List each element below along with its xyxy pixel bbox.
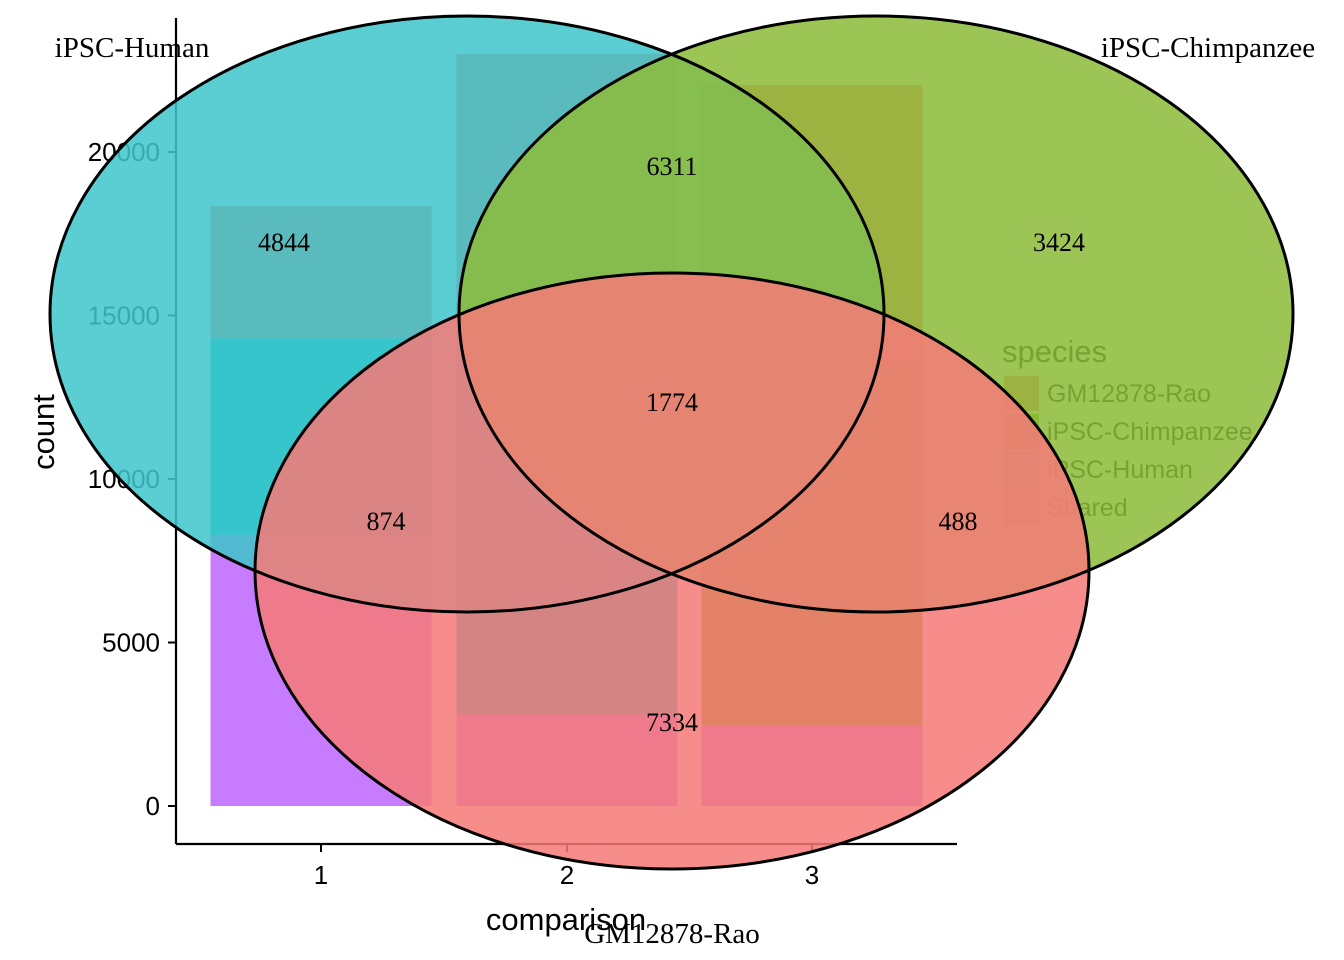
y-tick-label-5000: 5000 (102, 628, 160, 658)
x-tick-label-1: 1 (314, 860, 328, 890)
y-tick-label-0: 0 (146, 791, 160, 821)
venn-region-ipsc-human-gm12878-rao: 874 (367, 507, 406, 536)
venn-region-ipsc-human-ipsc-chimpanzee: 6311 (646, 152, 697, 181)
venn-region-ipsc-chimpanzee-only: 3424 (1033, 228, 1085, 257)
x-tick-label-2: 2 (560, 860, 574, 890)
venn-set-label-gm12878-rao: GM12878-Rao (584, 918, 760, 950)
venn-diagram (48, 14, 1295, 871)
venn-region-all-three: 1774 (646, 388, 698, 417)
venn-set-gm12878-rao (255, 273, 1089, 869)
x-tick-label-3: 3 (805, 860, 819, 890)
venn-outline-gm12878-rao (253, 271, 1091, 871)
x-axis-label: comparison (486, 902, 646, 937)
venn-set-label-ipsc-human: iPSC-Human (55, 32, 210, 64)
y-axis-label: count (26, 394, 61, 470)
venn-region-gm12878-rao-only: 7334 (646, 708, 698, 737)
venn-set-label-ipsc-chimpanzee: iPSC-Chimpanzee (1101, 32, 1315, 64)
venn-labels: iPSC-Human iPSC-Chimpanzee GM12878-Rao 4844… (55, 32, 1315, 950)
venn-region-ipsc-chimpanzee-gm12878-rao: 488 (939, 507, 978, 536)
venn-region-ipsc-human-only: 4844 (258, 228, 310, 257)
